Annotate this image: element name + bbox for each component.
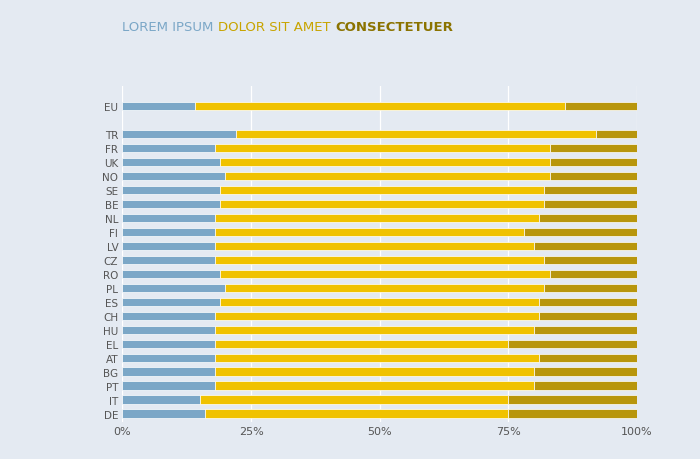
Bar	[545, 284, 637, 292]
Bar	[122, 228, 215, 237]
Bar	[220, 186, 545, 195]
Bar	[539, 312, 637, 320]
Bar	[215, 326, 534, 335]
Bar	[122, 312, 215, 320]
Bar	[545, 186, 637, 195]
Bar	[565, 102, 637, 111]
Bar	[550, 270, 637, 279]
Bar	[122, 242, 215, 251]
Bar	[122, 130, 236, 139]
Bar	[215, 144, 550, 153]
Bar	[220, 298, 539, 307]
Bar	[215, 214, 539, 223]
Bar	[122, 354, 215, 363]
Bar	[195, 102, 565, 111]
Bar	[199, 396, 508, 404]
Bar	[220, 200, 545, 209]
Bar	[215, 312, 539, 320]
Bar	[215, 354, 539, 363]
Bar	[508, 340, 637, 348]
Bar	[596, 130, 637, 139]
Bar	[225, 284, 545, 292]
Text: LOREM IPSUM: LOREM IPSUM	[122, 21, 218, 34]
Bar	[539, 214, 637, 223]
Bar	[508, 396, 637, 404]
Bar	[122, 144, 215, 153]
Bar	[122, 214, 215, 223]
Bar	[215, 242, 534, 251]
Bar	[539, 354, 637, 363]
Bar	[122, 172, 225, 181]
Bar	[205, 409, 508, 418]
Bar	[122, 368, 215, 376]
Bar	[215, 381, 534, 390]
Text: DOLOR SIT AMET: DOLOR SIT AMET	[218, 21, 335, 34]
Bar	[545, 256, 637, 265]
Bar	[215, 340, 508, 348]
Bar	[122, 409, 205, 418]
Bar	[122, 186, 220, 195]
Bar	[122, 340, 215, 348]
Bar	[122, 326, 215, 335]
Bar	[122, 298, 220, 307]
Bar	[550, 158, 637, 167]
Bar	[545, 200, 637, 209]
Bar	[220, 158, 550, 167]
Bar	[508, 409, 637, 418]
Bar	[550, 144, 637, 153]
Bar	[225, 172, 550, 181]
Bar	[236, 130, 596, 139]
Bar	[215, 256, 545, 265]
Bar	[122, 396, 199, 404]
Bar	[122, 256, 215, 265]
Bar	[122, 158, 220, 167]
Bar	[539, 298, 637, 307]
Bar	[122, 200, 220, 209]
Bar	[122, 270, 220, 279]
Bar	[215, 368, 534, 376]
Bar	[534, 242, 637, 251]
Bar	[215, 228, 524, 237]
Bar	[122, 284, 225, 292]
Bar	[524, 228, 637, 237]
Bar	[550, 172, 637, 181]
Bar	[220, 270, 550, 279]
Bar	[534, 368, 637, 376]
Text: CONSECTETUER: CONSECTETUER	[335, 21, 453, 34]
Bar	[534, 326, 637, 335]
Bar	[534, 381, 637, 390]
Bar	[122, 381, 215, 390]
Bar	[122, 102, 195, 111]
